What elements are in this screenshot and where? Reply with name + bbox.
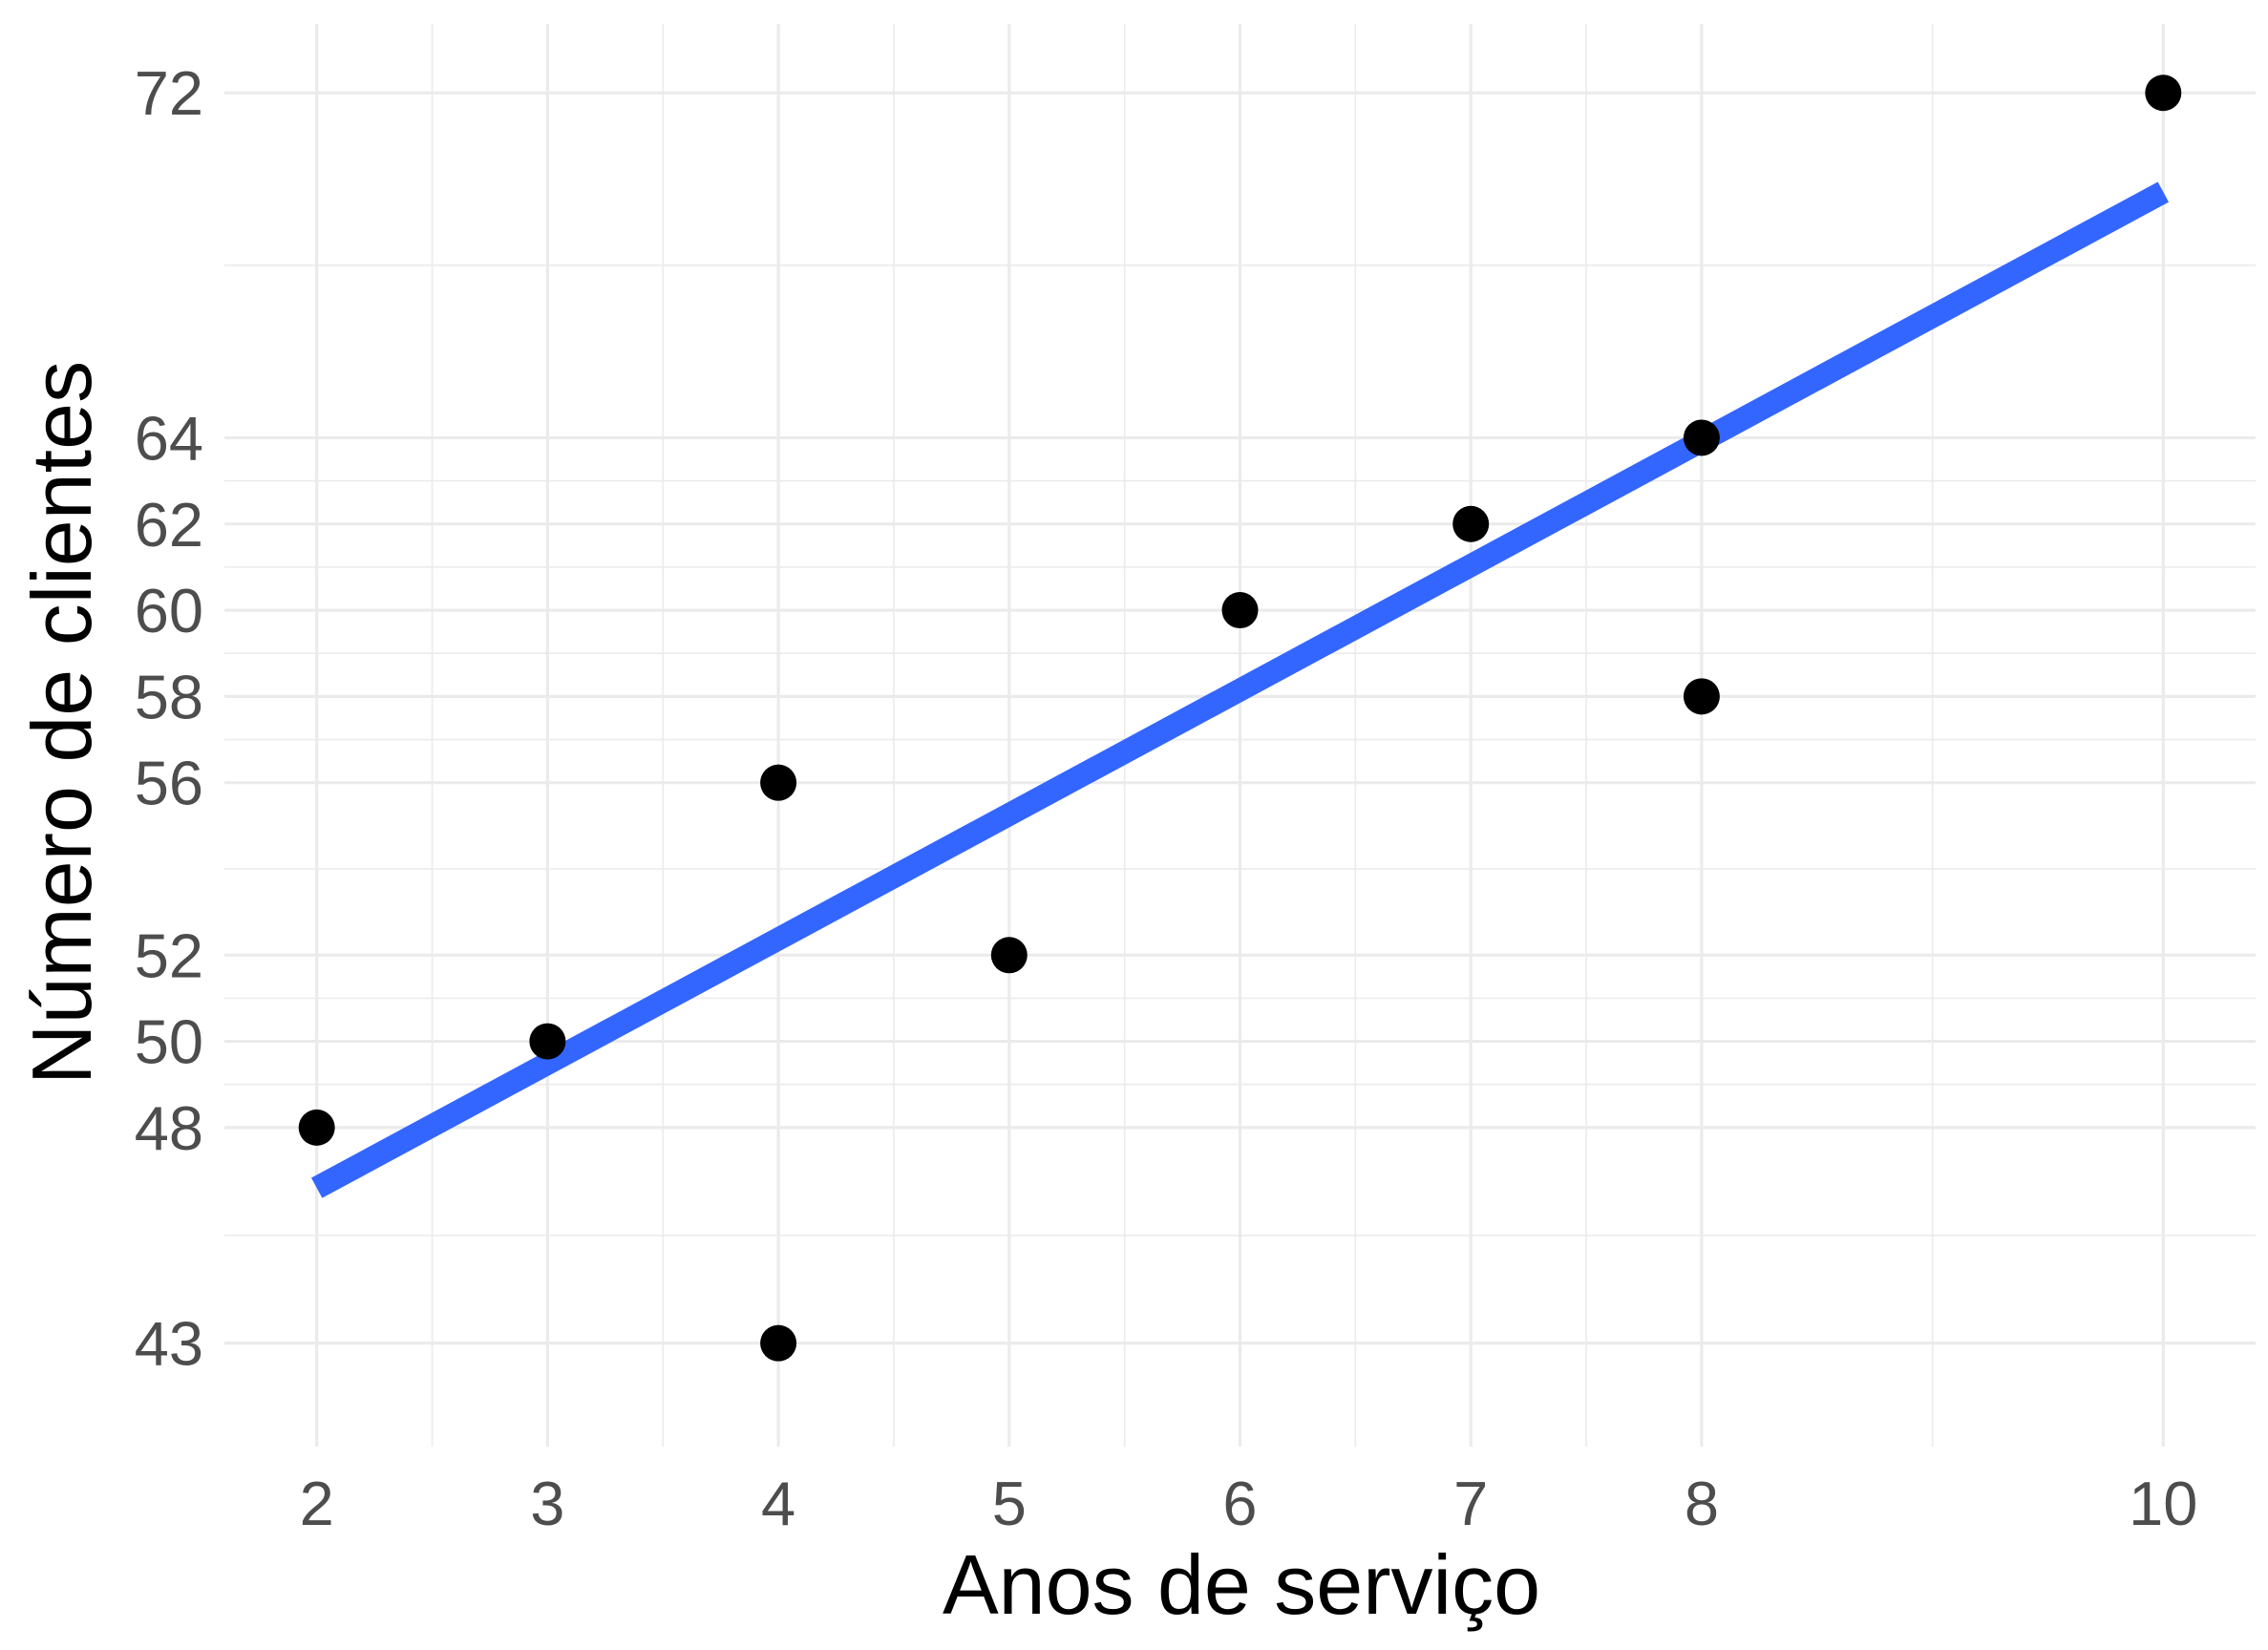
data-point bbox=[760, 764, 797, 801]
regression-line bbox=[310, 181, 2170, 1198]
x-tick-label: 2 bbox=[300, 1469, 334, 1538]
x-tick-label: 7 bbox=[1453, 1469, 1488, 1538]
data-point bbox=[1452, 505, 1490, 542]
x-tick-label: 6 bbox=[1222, 1469, 1257, 1538]
data-point bbox=[1221, 592, 1259, 629]
y-tick-label: 48 bbox=[135, 1093, 203, 1163]
x-axis-tick-labels: 2 3 4 5 6 7 8 10 bbox=[300, 1469, 2198, 1538]
data-point bbox=[990, 937, 1028, 974]
y-tick-label: 50 bbox=[135, 1007, 203, 1077]
data-points bbox=[298, 74, 2182, 1362]
y-tick-label: 62 bbox=[135, 490, 203, 560]
y-tick-label: 64 bbox=[135, 403, 203, 473]
x-tick-label: 3 bbox=[530, 1469, 564, 1538]
data-point bbox=[529, 1023, 566, 1060]
y-tick-label: 52 bbox=[135, 920, 203, 990]
y-tick-label: 56 bbox=[135, 749, 203, 818]
y-axis-tick-labels: 43 48 50 52 56 58 60 62 64 72 bbox=[135, 58, 203, 1378]
y-tick-label: 58 bbox=[135, 662, 203, 731]
data-point bbox=[298, 1109, 335, 1146]
y-tick-label: 43 bbox=[135, 1309, 203, 1379]
x-tick-label: 10 bbox=[2129, 1469, 2197, 1538]
x-tick-label: 4 bbox=[761, 1469, 795, 1538]
x-axis-title: Anos de serviço bbox=[943, 1537, 1540, 1632]
fit-line bbox=[310, 181, 2170, 1198]
data-point bbox=[760, 1324, 797, 1362]
y-tick-label: 72 bbox=[135, 58, 203, 128]
data-point bbox=[1683, 419, 1720, 456]
x-tick-label: 5 bbox=[992, 1469, 1027, 1538]
y-axis-title: Número de clientes bbox=[14, 361, 109, 1085]
major-gridlines bbox=[224, 24, 2256, 1447]
data-point bbox=[1683, 678, 1720, 715]
x-tick-label: 8 bbox=[1685, 1469, 1719, 1538]
y-tick-label: 60 bbox=[135, 576, 203, 645]
data-point bbox=[2145, 74, 2182, 112]
